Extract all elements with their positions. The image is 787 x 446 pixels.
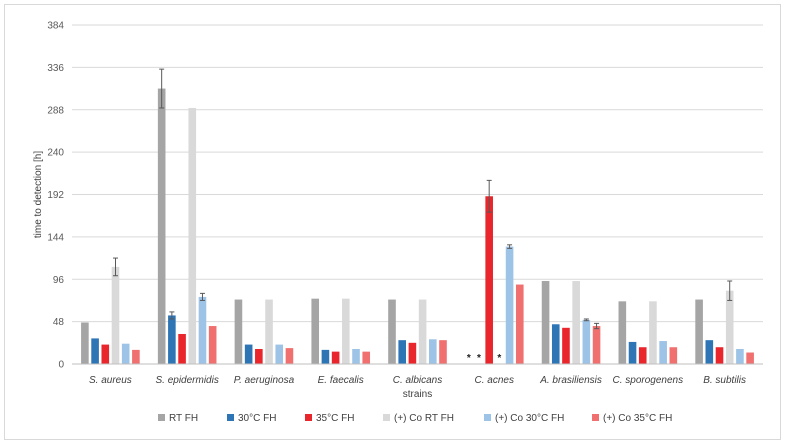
legend-swatch [305, 414, 312, 421]
bar [111, 266, 120, 364]
legend-swatch [383, 414, 390, 421]
legend-label: 35°C FH [316, 413, 354, 424]
y-tick-label: 192 [47, 190, 64, 201]
bar [121, 343, 130, 364]
bar [132, 349, 140, 364]
bar [725, 290, 734, 364]
bar [265, 299, 273, 364]
bar [582, 319, 591, 364]
x-category-label: E. faecalis [318, 375, 364, 386]
y-tick-label: 0 [58, 360, 64, 371]
y-tick-label: 336 [47, 63, 64, 74]
error-bars [112, 68, 733, 330]
bar [255, 348, 263, 364]
no-growth-marker: * [467, 353, 471, 364]
legend-swatch [484, 414, 491, 421]
bar [388, 299, 396, 364]
bar [352, 348, 360, 364]
x-category-label: C. albicans [393, 375, 442, 386]
y-tick-label: 384 [47, 21, 64, 32]
y-tick-label: 144 [47, 232, 64, 243]
bar [198, 296, 207, 364]
bar [408, 342, 417, 364]
bar [485, 196, 493, 364]
no-growth-marker: * [477, 353, 481, 364]
category-labels: S. aureus S. epidermidis P. aeruginosa E. f… [89, 375, 746, 386]
bar [515, 284, 524, 364]
y-tick-label: 288 [47, 105, 64, 116]
bar [592, 326, 601, 364]
bar [541, 281, 550, 364]
bar [695, 299, 703, 364]
bar [705, 340, 714, 364]
bar [342, 298, 350, 364]
bar [101, 344, 110, 364]
legend-label: (+) Co 30°C FH [495, 413, 564, 424]
bar [168, 315, 176, 364]
bar [362, 351, 371, 364]
x-category-label: C. sporogenens [613, 375, 684, 386]
bar [234, 299, 243, 364]
x-axis-title: strains [403, 389, 432, 400]
bar [715, 347, 724, 364]
x-category-label: B. subtilis [703, 375, 746, 386]
bar [551, 324, 560, 364]
gridlines [72, 24, 763, 323]
bar [439, 340, 447, 364]
y-tick-label: 240 [47, 148, 64, 159]
bar [659, 341, 667, 364]
bar [285, 348, 294, 364]
chart-frame [4, 4, 781, 440]
bar [331, 351, 340, 364]
x-category-label: C. acnes [475, 375, 514, 386]
bar [572, 281, 580, 364]
bar [188, 107, 197, 364]
bar [505, 246, 514, 364]
legend-label: RT FH [169, 413, 198, 424]
x-category-label: S. aureus [89, 375, 132, 386]
bar [321, 349, 330, 364]
bar [244, 344, 253, 364]
y-axis-ticks: 0 48 96 144 192 240 288 336 384 [47, 21, 64, 371]
legend: RT FH 30°C FH 35°C FH (+) Co RT FH (+) Co 30… [158, 413, 672, 424]
legend-label: 30°C FH [238, 413, 276, 424]
legend-label: (+) Co 35°C FH [603, 413, 672, 424]
legend-label: (+) Co RT FH [394, 413, 454, 424]
x-category-label: A. brasiliensis [539, 375, 602, 386]
bar [311, 298, 320, 364]
legend-swatch [158, 414, 165, 421]
bar [746, 352, 754, 364]
bar [275, 344, 284, 364]
bar [91, 338, 99, 364]
bar [398, 340, 406, 364]
y-tick-label: 48 [53, 317, 65, 328]
bar [562, 327, 570, 364]
no-growth-markers: * * * [467, 353, 502, 364]
bar [208, 326, 217, 364]
x-category-label: S. epidermidis [155, 375, 218, 386]
x-category-label: P. aeruginosa [234, 375, 295, 386]
bar [649, 301, 657, 364]
bar [418, 299, 427, 364]
y-axis-title: time to detection [h] [33, 151, 44, 238]
bar [618, 301, 627, 364]
bars [81, 88, 754, 364]
bar [669, 347, 678, 364]
bar [157, 88, 166, 364]
no-growth-marker: * [497, 353, 501, 364]
bar [81, 322, 89, 364]
y-tick-label: 96 [53, 275, 65, 286]
bar [178, 333, 186, 364]
legend-swatch [592, 414, 599, 421]
bar [628, 341, 637, 364]
bar [638, 347, 647, 364]
bar [429, 339, 437, 364]
bar [736, 348, 744, 364]
legend-swatch [227, 414, 234, 421]
